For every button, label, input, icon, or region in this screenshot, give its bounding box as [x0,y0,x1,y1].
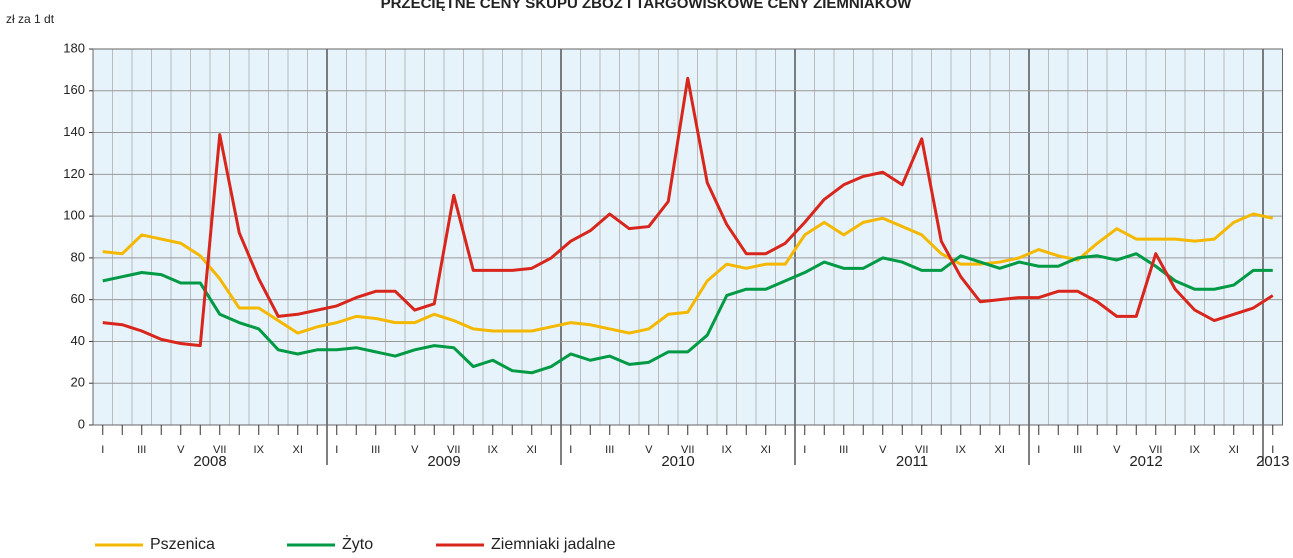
x-tick-label: V [177,444,185,456]
y-tick-label: 20 [71,375,85,390]
x-tick-label: V [1113,444,1121,456]
x-tick-label: III [1073,444,1082,456]
x-tick-label: XI [1229,444,1239,456]
x-tick-label: V [645,444,653,456]
x-tick-label: VII [915,444,928,456]
x-tick-label: XI [995,444,1005,456]
x-tick-label: V [879,444,887,456]
x-tick-label: XI [293,444,303,456]
x-tick-label: IX [488,444,499,456]
y-tick-label: 180 [63,40,85,55]
legend-label: Żyto [342,534,373,553]
legend-label: Pszenica [150,536,215,553]
y-tick-label: 40 [71,333,85,348]
x-tick-label: III [137,444,146,456]
x-tick-label: I [803,444,806,456]
series-line [102,212,1274,335]
x-tick-label: VII [213,444,226,456]
year-label: 2013 [1256,453,1289,470]
y-tick-label: 0 [78,416,85,431]
x-tick-label: I [1037,444,1040,456]
y-axis-label: zł za 1 dt [6,12,55,26]
series-line [102,252,1273,375]
x-tick-label: V [411,444,419,456]
x-tick-label: I [569,444,572,456]
x-tick-label: III [839,444,848,456]
x-tick-label: III [605,444,614,456]
y-tick-label: 100 [63,208,85,223]
plot-area [93,49,1283,425]
y-tick-label: 80 [71,249,85,264]
x-tick-label: I [101,444,104,456]
x-tick-label: IX [1190,444,1201,456]
series-line [102,76,1274,348]
x-tick-label: VII [447,444,460,456]
x-tick-label: III [371,444,380,456]
year-label: 2008 [193,453,226,470]
x-tick-label: XI [761,444,771,456]
x-tick-label: VII [1149,444,1162,456]
x-tick-label: IX [254,444,265,456]
x-tick-label: I [1271,444,1274,456]
y-tick-label: 60 [71,291,85,306]
x-tick-label: XI [527,444,537,456]
year-label: 2009 [427,453,460,470]
y-tick-label: 140 [63,124,85,139]
x-tick-label: I [335,444,338,456]
y-tick-label: 160 [63,82,85,97]
legend-label: Ziemniaki jadalne [491,536,616,553]
x-tick-label: IX [722,444,733,456]
x-tick-label: IX [956,444,967,456]
year-label: 2011 [896,453,928,470]
x-tick-label: VII [681,444,694,456]
year-label: 2012 [1129,453,1162,470]
chart-title: PRZECIĘTNE CENY SKUPU ZBÓŻ I TARGOWISKOW… [381,0,913,12]
y-tick-label: 120 [63,166,85,181]
year-label: 2010 [661,453,694,470]
